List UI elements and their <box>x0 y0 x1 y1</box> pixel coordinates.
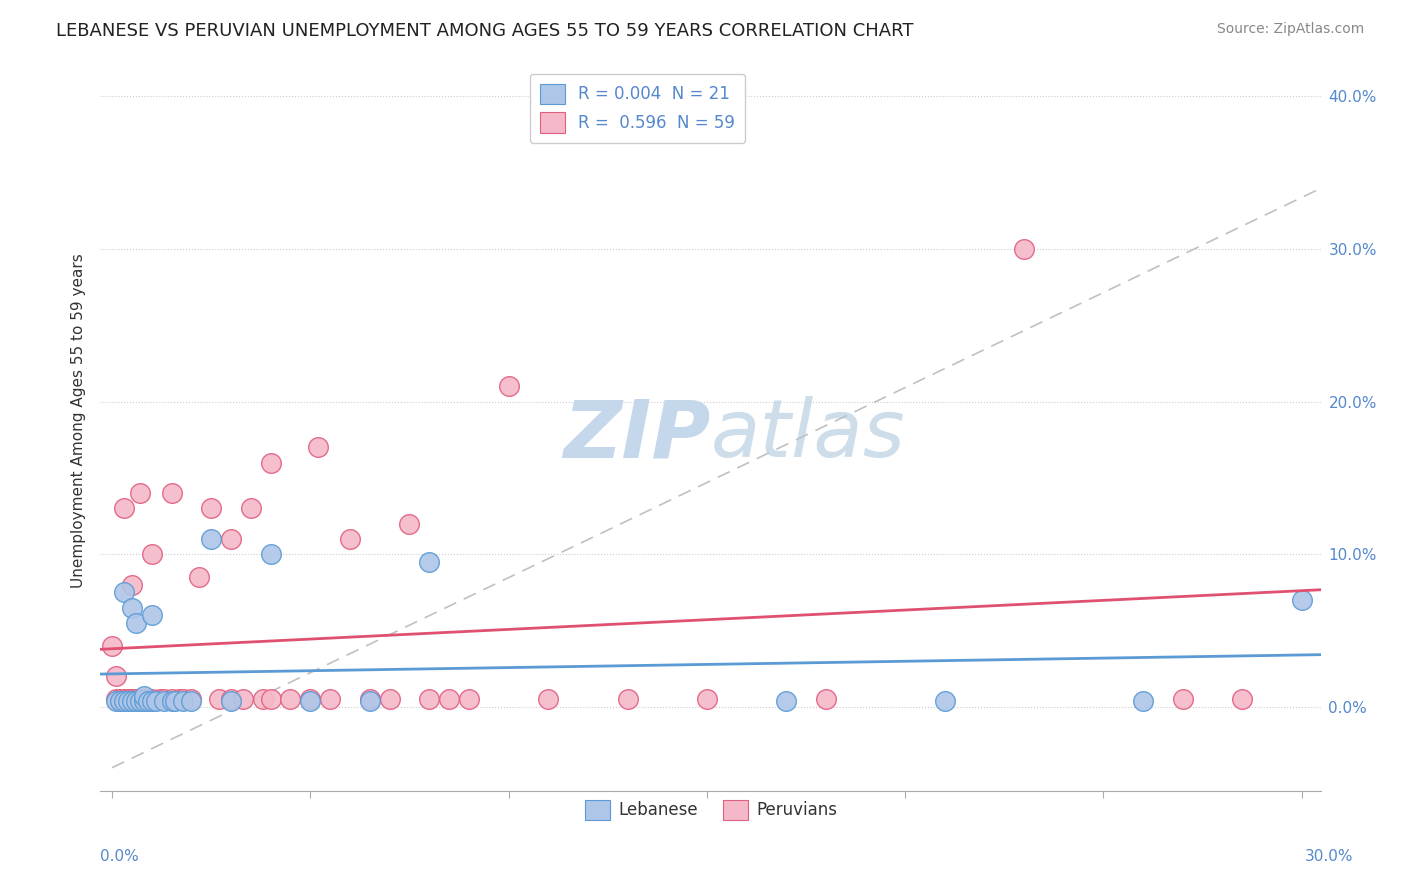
Point <box>1230 692 1253 706</box>
Point <box>200 532 222 546</box>
Point <box>136 692 159 706</box>
Point <box>252 692 274 706</box>
Point <box>108 693 131 707</box>
Point <box>418 692 440 706</box>
Point <box>339 532 361 546</box>
Point <box>219 692 242 706</box>
Point <box>239 501 262 516</box>
Point <box>398 516 420 531</box>
Point <box>160 692 183 706</box>
Point <box>458 692 481 706</box>
Point <box>172 693 194 707</box>
Point <box>117 692 139 706</box>
Point <box>814 692 837 706</box>
Point <box>160 486 183 500</box>
Point <box>132 689 155 703</box>
Point <box>1132 693 1154 707</box>
Text: ZIP: ZIP <box>564 396 711 475</box>
Point <box>104 693 127 707</box>
Point <box>378 692 401 706</box>
Point <box>125 693 148 707</box>
Point <box>180 693 202 707</box>
Point <box>128 693 150 707</box>
Point <box>121 692 143 706</box>
Point <box>128 486 150 500</box>
Point <box>219 532 242 546</box>
Point <box>152 693 174 707</box>
Point <box>112 585 135 599</box>
Point <box>125 692 148 706</box>
Text: LEBANESE VS PERUVIAN UNEMPLOYMENT AMONG AGES 55 TO 59 YEARS CORRELATION CHART: LEBANESE VS PERUVIAN UNEMPLOYMENT AMONG … <box>56 22 914 40</box>
Point <box>117 693 139 707</box>
Point <box>359 692 381 706</box>
Point <box>537 692 560 706</box>
Point <box>121 693 143 707</box>
Point <box>200 501 222 516</box>
Point <box>141 692 163 706</box>
Point <box>128 692 150 706</box>
Point <box>121 600 143 615</box>
Point <box>299 692 322 706</box>
Point <box>141 547 163 561</box>
Point <box>696 692 718 706</box>
Point <box>141 608 163 623</box>
Point <box>165 693 187 707</box>
Point <box>160 693 183 707</box>
Text: Source: ZipAtlas.com: Source: ZipAtlas.com <box>1216 22 1364 37</box>
Text: atlas: atlas <box>711 396 905 475</box>
Point <box>112 501 135 516</box>
Point <box>280 692 302 706</box>
Point <box>149 692 172 706</box>
Point <box>117 692 139 706</box>
Point <box>112 692 135 706</box>
Point <box>141 693 163 707</box>
Point <box>219 693 242 707</box>
Point <box>1291 593 1313 607</box>
Point <box>169 692 191 706</box>
Point <box>136 693 159 707</box>
Point <box>132 692 155 706</box>
Point <box>188 570 211 584</box>
Point <box>125 615 148 630</box>
Point <box>498 379 520 393</box>
Point <box>104 669 127 683</box>
Point <box>121 577 143 591</box>
Point <box>259 456 281 470</box>
Point <box>359 693 381 707</box>
Point <box>319 692 342 706</box>
Text: 0.0%: 0.0% <box>100 849 139 863</box>
Point <box>132 693 155 707</box>
Point <box>108 692 131 706</box>
Point <box>180 692 202 706</box>
Point <box>232 692 254 706</box>
Point <box>101 639 124 653</box>
Point <box>934 693 956 707</box>
Point <box>307 441 329 455</box>
Point <box>616 692 638 706</box>
Point <box>208 692 231 706</box>
Point <box>775 693 797 707</box>
Point <box>299 693 322 707</box>
Point <box>437 692 460 706</box>
Point <box>259 692 281 706</box>
Y-axis label: Unemployment Among Ages 55 to 59 years: Unemployment Among Ages 55 to 59 years <box>72 253 86 588</box>
Text: 30.0%: 30.0% <box>1305 849 1353 863</box>
Point <box>1171 692 1194 706</box>
Point <box>145 693 167 707</box>
Point <box>152 692 174 706</box>
Point <box>112 693 135 707</box>
Legend: Lebanese, Peruvians: Lebanese, Peruvians <box>578 793 844 827</box>
Point <box>1012 242 1035 256</box>
Point <box>418 555 440 569</box>
Point <box>259 547 281 561</box>
Point <box>104 692 127 706</box>
Point <box>172 692 194 706</box>
